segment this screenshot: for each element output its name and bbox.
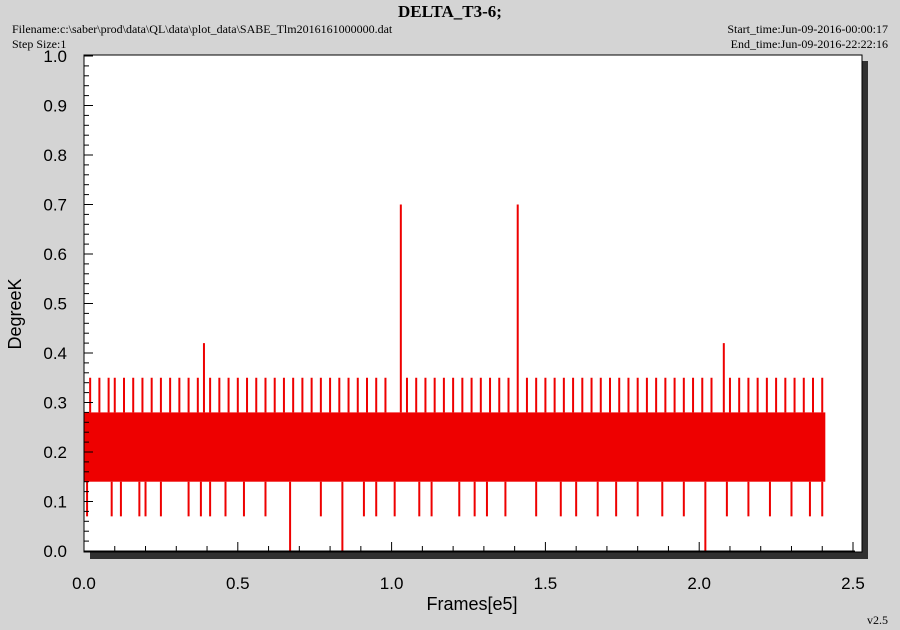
y-axis-title: DegreeK: [5, 278, 25, 349]
series-layer: [84, 204, 826, 551]
x-tick-label: 1.5: [534, 574, 558, 593]
x-tick-label: 2.5: [841, 574, 865, 593]
y-tick-label: 0.4: [43, 344, 67, 363]
y-tick-label: 0.6: [43, 245, 67, 264]
y-tick-label: 0.0: [43, 542, 67, 561]
y-tick-label: 1.0: [43, 47, 67, 66]
axis-layer: 0.0 0.1 0.2 0.3 0.4 0.5 0.6 0.7 0.8 0.9 1.0 0.0 0.5 1…: [43, 47, 864, 593]
y-tick-label: 0.1: [43, 493, 67, 512]
filename-label: Filename:c:\saber\prod\data\QL\data\plot…: [12, 22, 393, 36]
x-axis-title: Frames[e5]: [426, 594, 517, 614]
step-size-label: Step Size:1: [12, 37, 67, 51]
x-tick-label: 0.0: [72, 574, 96, 593]
y-tick-label: 0.3: [43, 394, 67, 413]
y-tick-label: 0.7: [43, 196, 67, 215]
series-band: [84, 412, 826, 482]
start-time-label: Start_time:Jun-09-2016-00:00:17: [727, 22, 888, 36]
end-time-label: End_time:Jun-09-2016-22:22:16: [730, 37, 888, 51]
y-tick-label: 0.8: [43, 146, 67, 165]
x-tick-label: 1.0: [380, 574, 404, 593]
chart-title: DELTA_T3-6;: [398, 2, 502, 21]
y-tick-label: 0.9: [43, 97, 67, 116]
x-tick-label: 2.0: [687, 574, 711, 593]
x-tick-label: 0.5: [226, 574, 250, 593]
y-tick-label: 0.2: [43, 443, 67, 462]
version-label: v2.5: [867, 613, 888, 627]
y-tick-label: 0.5: [43, 295, 67, 314]
